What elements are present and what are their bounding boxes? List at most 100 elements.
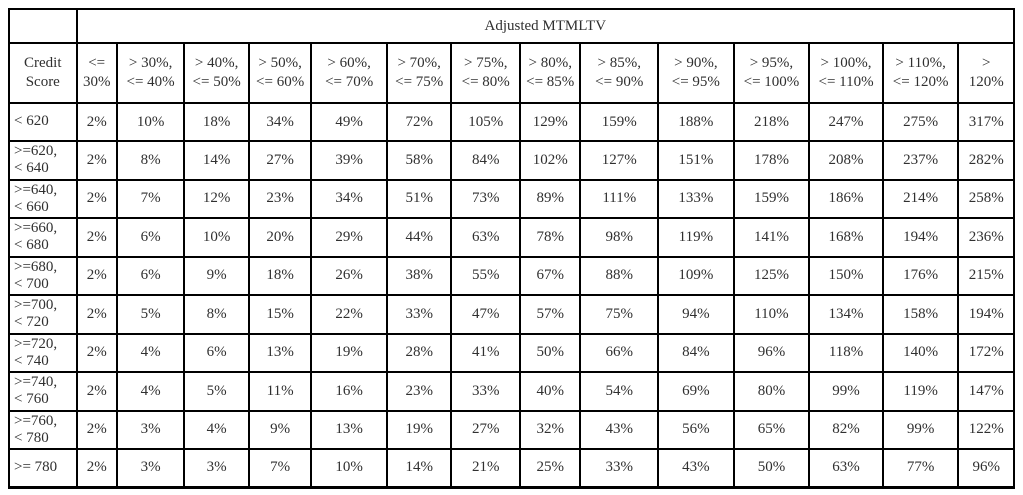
value-cell: 151% [657, 140, 735, 181]
credit-score-row-label: >=760, < 780 [8, 409, 78, 450]
value-cell: 7% [115, 178, 186, 219]
value-cell: 19% [385, 409, 453, 450]
value-cell: 215% [957, 255, 1015, 296]
value-cell: 247% [808, 102, 884, 142]
value-cell: 214% [881, 178, 960, 219]
value-cell: 176% [881, 255, 960, 296]
credit-score-row-label: >=720, < 740 [8, 332, 78, 373]
value-cell: 4% [183, 409, 250, 450]
value-cell: 6% [183, 332, 250, 373]
table-row: >=620, < 640 2% 8% 14% 27% 39% 58% 84% 102% 127% 1… [8, 140, 1015, 181]
value-cell: 127% [579, 140, 660, 181]
value-cell: 56% [657, 409, 735, 450]
value-cell: 119% [881, 371, 960, 412]
value-cell: 41% [450, 332, 521, 373]
ltv-range-header: > 50%, <= 60% [247, 42, 313, 104]
ltv-range-header: > 30%, <= 40% [115, 42, 186, 104]
value-cell: 282% [957, 140, 1015, 181]
value-cell: 8% [183, 294, 250, 335]
value-cell: 98% [579, 217, 660, 258]
table-row: >=660, < 680 2% 6% 10% 20% 29% 44% 63% 78% 98% 119… [8, 217, 1015, 258]
value-cell: 172% [957, 332, 1015, 373]
ltv-range-header: > 120% [957, 42, 1015, 104]
value-cell: 54% [579, 371, 660, 412]
value-cell: 49% [310, 102, 388, 142]
value-cell: 2% [75, 294, 118, 335]
value-cell: 15% [247, 294, 313, 335]
table-row: >=720, < 740 2% 4% 6% 13% 19% 28% 41% 50% 66% 84% 9… [8, 332, 1015, 373]
group-header-row: Adjusted MTMLTV [8, 8, 1016, 44]
value-cell: 5% [115, 294, 186, 335]
value-cell: 47% [450, 294, 521, 335]
value-cell: 18% [183, 102, 250, 142]
value-cell: 50% [732, 448, 811, 489]
table-body: < 620 2% 10% 18% 34% 49% 72% 105% 129% 159% 188% 21… [8, 102, 1015, 489]
value-cell: 14% [183, 140, 250, 181]
value-cell: 23% [385, 371, 453, 412]
ltv-range-header: > 95%, <= 100% [732, 42, 811, 104]
value-cell: 150% [808, 255, 884, 296]
value-cell: 147% [957, 371, 1015, 412]
value-cell: 89% [518, 178, 582, 219]
value-cell: 18% [247, 255, 313, 296]
value-cell: 77% [881, 448, 960, 489]
ltv-range-header: > 75%, <= 80% [450, 42, 521, 104]
value-cell: 11% [247, 371, 313, 412]
value-cell: 9% [247, 409, 313, 450]
corner-spacer [8, 8, 78, 44]
value-cell: 9% [183, 255, 250, 296]
table-row: < 620 2% 10% 18% 34% 49% 72% 105% 129% 159% 188% 21… [8, 102, 1015, 142]
value-cell: 4% [115, 371, 186, 412]
value-cell: 194% [881, 217, 960, 258]
value-cell: 40% [518, 371, 582, 412]
value-cell: 27% [247, 140, 313, 181]
table-row: >=760, < 780 2% 3% 4% 9% 13% 19% 27% 32% 43% 56% 65… [8, 409, 1015, 450]
value-cell: 2% [75, 102, 118, 142]
value-cell: 63% [808, 448, 884, 489]
value-cell: 2% [75, 448, 118, 489]
value-cell: 159% [579, 102, 660, 142]
value-cell: 28% [385, 332, 453, 373]
value-cell: 43% [579, 409, 660, 450]
value-cell: 84% [657, 332, 735, 373]
value-cell: 8% [115, 140, 186, 181]
value-cell: 33% [450, 371, 521, 412]
value-cell: 317% [957, 102, 1015, 142]
value-cell: 63% [450, 217, 521, 258]
value-cell: 140% [881, 332, 960, 373]
value-cell: 10% [115, 102, 186, 142]
ltv-range-header: > 60%, <= 70% [310, 42, 388, 104]
value-cell: 55% [450, 255, 521, 296]
credit-score-row-label: >=680, < 700 [8, 255, 78, 296]
value-cell: 22% [310, 294, 388, 335]
value-cell: 50% [518, 332, 582, 373]
value-cell: 99% [881, 409, 960, 450]
value-cell: 3% [115, 409, 186, 450]
table-row: >=640, < 660 2% 7% 12% 23% 34% 51% 73% 89% 111% 13… [8, 178, 1015, 219]
value-cell: 29% [310, 217, 388, 258]
value-cell: 10% [310, 448, 388, 489]
value-cell: 78% [518, 217, 582, 258]
value-cell: 236% [957, 217, 1015, 258]
value-cell: 51% [385, 178, 453, 219]
value-cell: 105% [450, 102, 521, 142]
value-cell: 237% [881, 140, 960, 181]
value-cell: 34% [310, 178, 388, 219]
value-cell: 57% [518, 294, 582, 335]
value-cell: 111% [579, 178, 660, 219]
table-title: Adjusted MTMLTV [75, 8, 1016, 44]
ltv-range-header: > 100%, <= 110% [808, 42, 884, 104]
credit-score-row-label: >=660, < 680 [8, 217, 78, 258]
value-cell: 33% [579, 448, 660, 489]
value-cell: 25% [518, 448, 582, 489]
value-cell: 2% [75, 332, 118, 373]
adjusted-mtmltv-table: Adjusted MTMLTV Credit Score <= 30% > 30%… [8, 8, 1016, 489]
value-cell: 118% [808, 332, 884, 373]
value-cell: 21% [450, 448, 521, 489]
value-cell: 6% [115, 255, 186, 296]
credit-score-row-label: >=640, < 660 [8, 178, 78, 219]
value-cell: 109% [657, 255, 735, 296]
value-cell: 13% [247, 332, 313, 373]
value-cell: 26% [310, 255, 388, 296]
value-cell: 2% [75, 178, 118, 219]
